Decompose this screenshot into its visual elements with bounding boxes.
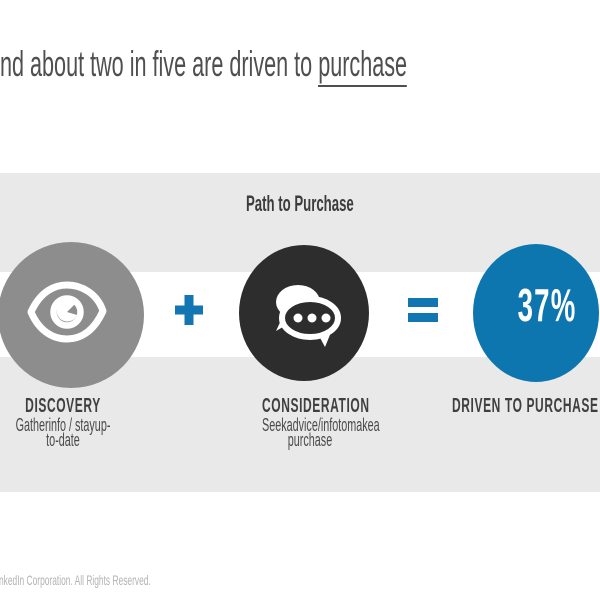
consideration-sub-line1: Seekadvice/infotomakea bbox=[262, 415, 380, 435]
slide-title-underlined-word: purchase bbox=[318, 43, 408, 87]
path-heading-wrap: Path to Purchase bbox=[0, 193, 600, 216]
discovery-label: DISCOVERY bbox=[25, 395, 101, 417]
purchase-circle: 37% bbox=[473, 244, 599, 382]
purchase-percentage: 37% bbox=[517, 279, 577, 331]
purchase-label: DRIVEN TO PURCHASE bbox=[452, 395, 599, 417]
path-heading: Path to Purchase bbox=[246, 191, 354, 216]
slide-title: nd about two in five are driven to purch… bbox=[0, 43, 408, 87]
slide-title-text: nd about two in five are driven to bbox=[0, 43, 319, 84]
consideration-sub-line2: purchase bbox=[287, 430, 333, 450]
eye-icon bbox=[27, 281, 107, 343]
consideration-label-block: CONSIDERATION Seekadvice/infotomakea pur… bbox=[230, 395, 390, 450]
discovery-label-block: DISCOVERY Gatherinfo / stayup- to-date bbox=[0, 395, 143, 450]
purchase-label-block: DRIVEN TO PURCHASE bbox=[452, 395, 600, 417]
discovery-sub-line2: to-date bbox=[46, 430, 80, 450]
plus-icon bbox=[175, 295, 203, 325]
equals-icon bbox=[408, 298, 438, 322]
chat-bubbles-icon bbox=[276, 285, 341, 347]
discovery-sub-line1: Gatherinfo / stayup- bbox=[15, 415, 111, 435]
consideration-label: CONSIDERATION bbox=[262, 395, 370, 417]
footer-copyright: nkedIn Corporation. All Rights Reserved. bbox=[0, 572, 151, 588]
